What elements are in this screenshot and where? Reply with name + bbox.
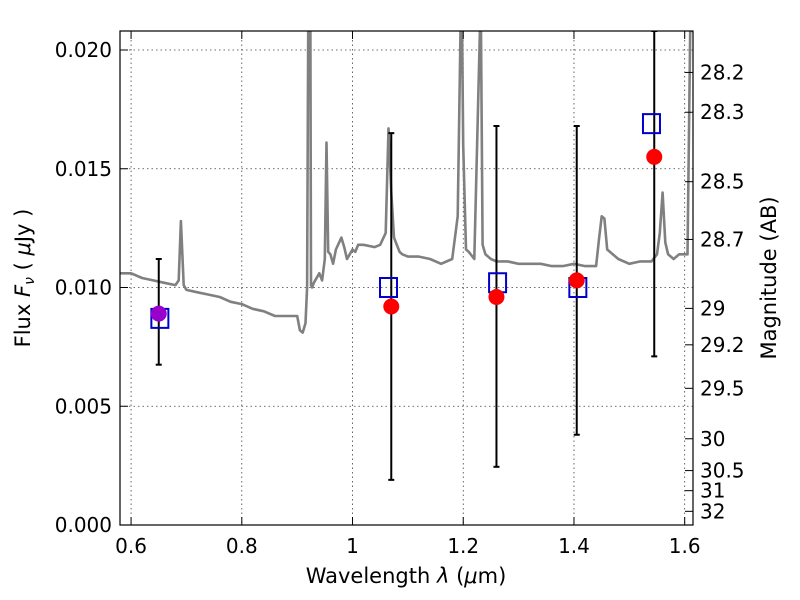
y2-tick-label: 28.2 [700, 60, 745, 84]
observed-point [646, 148, 663, 165]
model-photometry-square [641, 113, 661, 135]
x-tick-label: 1.6 [669, 534, 701, 558]
y2-tick-label: 28.5 [700, 170, 745, 194]
y-tick-label: 0.020 [55, 38, 112, 62]
observed-point [488, 289, 505, 305]
x-tick-label: 1.4 [558, 534, 590, 558]
axes: 0.6 0.8 1 1.2 1.4 1.6 0.000 0.005 0.010 0.015 0.02… [55, 31, 745, 558]
y2-tick-label: 31 [700, 479, 725, 503]
y2-axis-label: Magnitude (AB) [757, 196, 781, 359]
observed-point [568, 272, 585, 289]
y-tick-label: 0.010 [55, 276, 112, 300]
y-tick-label: 0.000 [55, 513, 112, 537]
observed-point [150, 305, 167, 322]
x-axis-label: Wavelength λ (μm) [306, 564, 507, 588]
model-photometry-square [379, 277, 399, 298]
y2-tick-label: 29.2 [700, 333, 745, 357]
y2-tick-label: 28.7 [700, 227, 745, 251]
plot-frame [119, 30, 694, 526]
y2-tick-label: 32 [700, 499, 725, 523]
y2-tick-label: 29 [700, 296, 725, 320]
model-spectrum-line [120, 31, 693, 334]
x-tick-label: 1 [346, 534, 359, 558]
observed-point [383, 298, 400, 315]
y2-tick-label: 29.5 [700, 376, 745, 400]
x-tick-label: 0.8 [226, 534, 258, 558]
y-tick-label: 0.005 [55, 394, 112, 418]
x-tick-label: 0.6 [115, 534, 147, 558]
x-tick-label: 1.2 [447, 534, 479, 558]
y-tick-label: 0.015 [55, 157, 112, 181]
y2-tick-label: 30.5 [700, 459, 745, 483]
y-axis-label: Flux Fν ( μJy ) [11, 209, 38, 348]
y2-tick-label: 28.3 [700, 100, 745, 124]
y2-tick-label: 30 [700, 427, 725, 451]
plot-area [120, 31, 693, 481]
